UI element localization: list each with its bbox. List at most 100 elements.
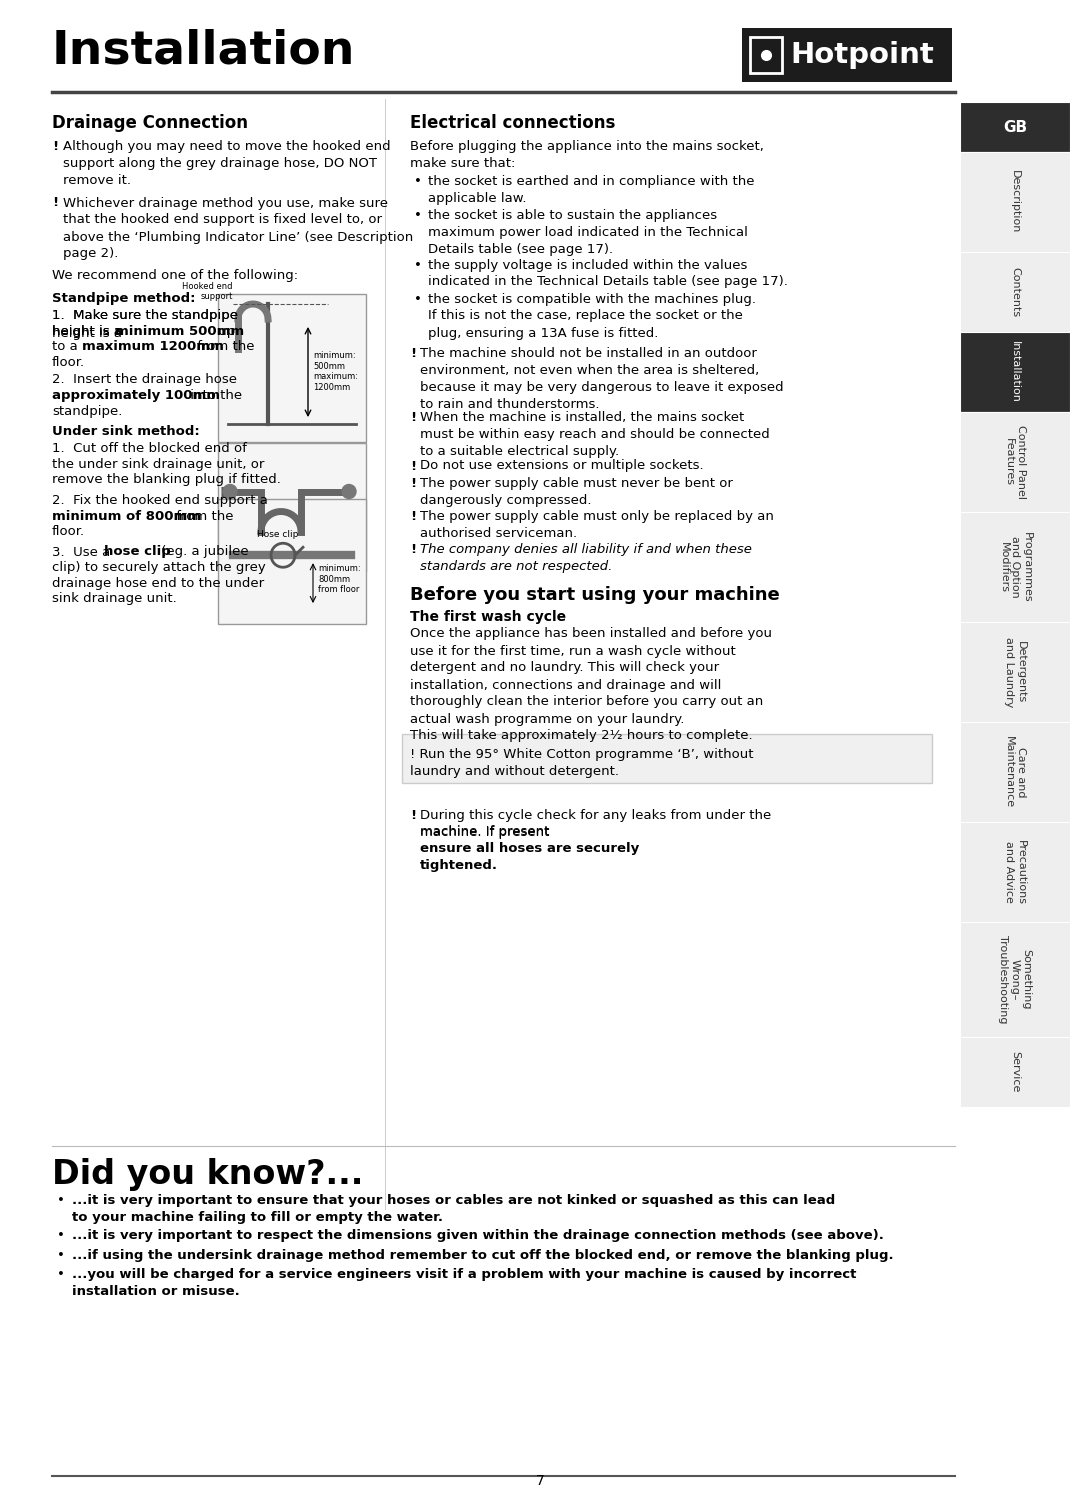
Text: Programmes
and Option
Modifiers: Programmes and Option Modifiers (998, 532, 1031, 602)
Text: ensure all hoses are securely
tightened.: ensure all hoses are securely tightened. (420, 842, 639, 872)
FancyBboxPatch shape (960, 253, 1070, 332)
Text: !: ! (52, 140, 58, 153)
FancyBboxPatch shape (960, 1036, 1070, 1107)
Text: Drainage Connection: Drainage Connection (52, 114, 248, 132)
Text: Precautions
and Advice: Precautions and Advice (1004, 839, 1026, 904)
FancyBboxPatch shape (218, 293, 366, 442)
Text: from the: from the (193, 340, 255, 353)
Text: •: • (57, 1268, 65, 1281)
Text: (eg. a jubilee: (eg. a jubilee (157, 546, 248, 558)
Text: Detergents
and Laundry: Detergents and Laundry (1004, 636, 1026, 707)
FancyBboxPatch shape (402, 734, 932, 784)
Text: !: ! (410, 477, 416, 490)
Text: •: • (414, 209, 422, 223)
Text: floor.: floor. (52, 525, 85, 538)
Text: •: • (57, 1194, 65, 1208)
Text: Although you may need to move the hooked end
support along the grey drainage hos: Although you may need to move the hooked… (63, 140, 391, 186)
Text: height is a: height is a (52, 325, 126, 338)
Text: Care and
Maintenance: Care and Maintenance (1004, 735, 1026, 808)
Text: the socket is earthed and in compliance with the
applicable law.: the socket is earthed and in compliance … (428, 174, 755, 205)
Text: The power supply cable must only be replaced by an
authorised serviceman.: The power supply cable must only be repl… (420, 510, 774, 540)
FancyBboxPatch shape (742, 29, 951, 83)
Text: !: ! (52, 197, 58, 209)
Text: !: ! (410, 809, 416, 823)
Text: into the: into the (186, 390, 242, 402)
Text: ...it is very important to respect the dimensions given within the drainage conn: ...it is very important to respect the d… (72, 1229, 883, 1242)
Text: ...it is very important to ensure that your hoses or cables are not kinked or sq: ...it is very important to ensure that y… (72, 1194, 835, 1224)
Text: 1.  Make sure the standpipe
height is a: 1. Make sure the standpipe height is a (52, 310, 238, 340)
Text: approximately 100mm: approximately 100mm (52, 390, 220, 402)
FancyBboxPatch shape (960, 823, 1070, 922)
Text: hose clip: hose clip (104, 546, 171, 558)
Text: •: • (414, 259, 422, 272)
Text: •: • (414, 174, 422, 188)
Text: the under sink drainage unit, or: the under sink drainage unit, or (52, 459, 265, 471)
Text: from the: from the (172, 510, 233, 522)
Text: GB: GB (1003, 119, 1027, 134)
Text: Service: Service (1010, 1051, 1020, 1093)
FancyBboxPatch shape (218, 499, 366, 624)
Circle shape (222, 484, 237, 498)
Text: When the machine is installed, the mains socket
must be within easy reach and sh: When the machine is installed, the mains… (420, 411, 770, 459)
Text: up: up (214, 325, 235, 338)
FancyBboxPatch shape (960, 102, 1070, 152)
Text: drainage hose end to the under: drainage hose end to the under (52, 576, 265, 590)
Text: the supply voltage is included within the values
indicated in the Technical Deta: the supply voltage is included within th… (428, 259, 788, 289)
FancyBboxPatch shape (960, 722, 1070, 823)
Text: Installation: Installation (1010, 341, 1020, 403)
Text: Hooked end
support: Hooked end support (183, 281, 233, 301)
Text: 2.  Fix the hooked end support a: 2. Fix the hooked end support a (52, 493, 268, 507)
Text: The machine should not be installed in an outdoor
environment, not even when the: The machine should not be installed in a… (420, 347, 784, 411)
FancyBboxPatch shape (960, 152, 1070, 253)
Text: Hotpoint: Hotpoint (789, 41, 934, 69)
Circle shape (342, 484, 356, 498)
FancyBboxPatch shape (960, 511, 1070, 623)
Text: !: ! (410, 347, 416, 359)
Text: !: ! (410, 460, 416, 472)
Text: height is a: height is a (52, 325, 126, 338)
Text: the socket is compatible with the machines plug.
If this is not the case, replac: the socket is compatible with the machin… (428, 292, 756, 340)
Text: Description: Description (1010, 170, 1020, 233)
Text: 2.  Insert the drainage hose: 2. Insert the drainage hose (52, 373, 237, 387)
Text: Something
Wrong–
Troubleshooting: Something Wrong– Troubleshooting (998, 935, 1031, 1024)
Text: Installation: Installation (52, 29, 355, 74)
Text: Did you know?...: Did you know?... (52, 1158, 363, 1191)
Text: !: ! (410, 510, 416, 523)
Text: 3.  Use a: 3. Use a (52, 546, 114, 558)
Text: Once the appliance has been installed and before you
use it for the first time, : Once the appliance has been installed an… (410, 627, 772, 743)
Text: machine. If present: machine. If present (420, 824, 554, 838)
Text: minimum 500mm: minimum 500mm (114, 325, 244, 338)
Text: •: • (57, 1248, 65, 1262)
Text: We recommend one of the following:: We recommend one of the following: (52, 269, 298, 281)
Text: minimum:
500mm
maximum:
1200mm: minimum: 500mm maximum: 1200mm (313, 352, 357, 391)
Text: 1.  Cut off the blocked end of: 1. Cut off the blocked end of (52, 442, 247, 456)
Text: minimum of 800mm: minimum of 800mm (52, 510, 201, 522)
Text: standpipe.: standpipe. (52, 405, 122, 418)
Text: ...if using the undersink drainage method remember to cut off the blocked end, o: ...if using the undersink drainage metho… (72, 1248, 893, 1262)
Text: Standpipe method:: Standpipe method: (52, 292, 195, 305)
Text: Whichever drainage method you use, make sure
that the hooked end support is fixe: Whichever drainage method you use, make … (63, 197, 414, 260)
FancyBboxPatch shape (960, 332, 1070, 412)
FancyBboxPatch shape (960, 623, 1070, 722)
Text: During this cycle check for any leaks from under the
machine. If present: During this cycle check for any leaks fr… (420, 809, 771, 839)
Text: sink drainage unit.: sink drainage unit. (52, 593, 177, 605)
Text: ! Run the 95° White Cotton programme ‘B’, without
laundry and without detergent.: ! Run the 95° White Cotton programme ‘B’… (410, 747, 754, 778)
Text: The power supply cable must never be bent or
dangerously compressed.: The power supply cable must never be ben… (420, 477, 733, 507)
Text: Contents: Contents (1010, 266, 1020, 317)
Text: Hose clip: Hose clip (257, 531, 299, 540)
FancyBboxPatch shape (960, 412, 1070, 511)
FancyBboxPatch shape (750, 38, 782, 74)
Text: Electrical connections: Electrical connections (410, 114, 616, 132)
FancyBboxPatch shape (960, 922, 1070, 1036)
Text: Control Panel
Features: Control Panel Features (1004, 426, 1026, 499)
Text: floor.: floor. (52, 356, 85, 368)
Text: the socket is able to sustain the appliances
maximum power load indicated in the: the socket is able to sustain the applia… (428, 209, 747, 256)
Text: The company denies all liability if and when these
standards are not respected.: The company denies all liability if and … (420, 543, 752, 573)
Text: minimum:
800mm
from floor: minimum: 800mm from floor (318, 564, 361, 594)
Text: !: ! (410, 543, 416, 556)
Text: !: ! (410, 411, 416, 424)
Text: clip) to securely attach the grey: clip) to securely attach the grey (52, 561, 266, 575)
Text: to a: to a (52, 340, 82, 353)
Text: Under sink method:: Under sink method: (52, 426, 200, 438)
Text: The first wash cycle: The first wash cycle (410, 611, 566, 624)
